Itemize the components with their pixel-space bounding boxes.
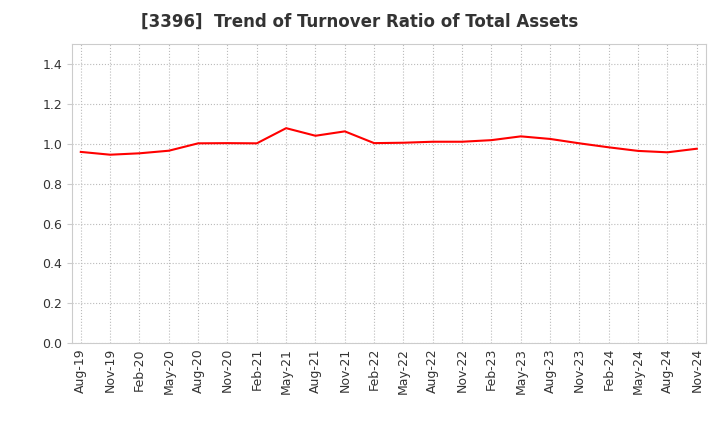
Text: [3396]  Trend of Turnover Ratio of Total Assets: [3396] Trend of Turnover Ratio of Total … [141, 13, 579, 31]
